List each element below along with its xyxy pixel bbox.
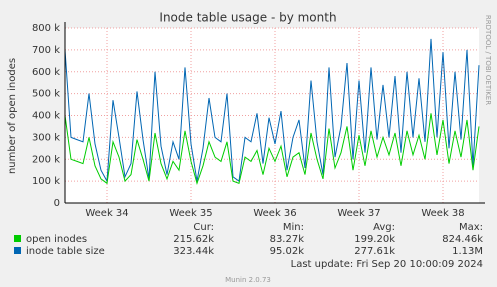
legend-label: open inodes xyxy=(26,234,87,245)
series-line xyxy=(64,113,480,185)
x-tick-label: Week 38 xyxy=(421,208,464,219)
y-tick-label: 0 xyxy=(54,198,60,209)
stat-value: 199.20k xyxy=(354,234,395,245)
y-tick-label: 400 k xyxy=(32,111,60,122)
legend-swatch xyxy=(14,247,21,254)
stat-value: 1.13M xyxy=(452,246,483,257)
y-tick-label: 100 k xyxy=(32,176,60,187)
stat-value: 95.02k xyxy=(270,246,305,257)
stat-header: Max: xyxy=(459,222,483,233)
y-tick-label: 600 k xyxy=(32,67,60,78)
y-tick-label: 200 k xyxy=(32,154,60,165)
x-tick-label: Week 34 xyxy=(85,208,128,219)
y-tick-label: 800 k xyxy=(32,23,60,34)
y-tick-label: 700 k xyxy=(32,45,60,56)
x-tick-label: Week 37 xyxy=(337,208,380,219)
footer: Munin 2.0.73 xyxy=(225,276,271,284)
y-tick-label: 500 k xyxy=(32,89,60,100)
stat-value: 83.27k xyxy=(270,234,305,245)
stat-value: 215.62k xyxy=(173,234,214,245)
stat-header: Cur: xyxy=(193,222,214,233)
x-tick-label: Week 36 xyxy=(253,208,296,219)
y-axis-label: number of open inodes xyxy=(7,58,18,174)
stat-header: Min: xyxy=(283,222,304,233)
stat-header: Avg: xyxy=(373,222,395,233)
y-tick-label: 300 k xyxy=(32,132,60,143)
series-line xyxy=(64,38,480,183)
stat-value: 824.46k xyxy=(442,234,483,245)
x-tick-label: Week 35 xyxy=(169,208,212,219)
legend-swatch xyxy=(14,235,21,242)
stat-value: 277.61k xyxy=(354,246,395,257)
last-update: Last update: Fri Sep 20 10:00:09 2024 xyxy=(291,259,483,270)
legend-label: inode table size xyxy=(26,246,105,257)
chart-title: Inode table usage - by month xyxy=(159,11,336,25)
side-label: RRDTOOL / TOBI OETIKER xyxy=(484,15,492,105)
stat-value: 323.44k xyxy=(173,246,214,257)
